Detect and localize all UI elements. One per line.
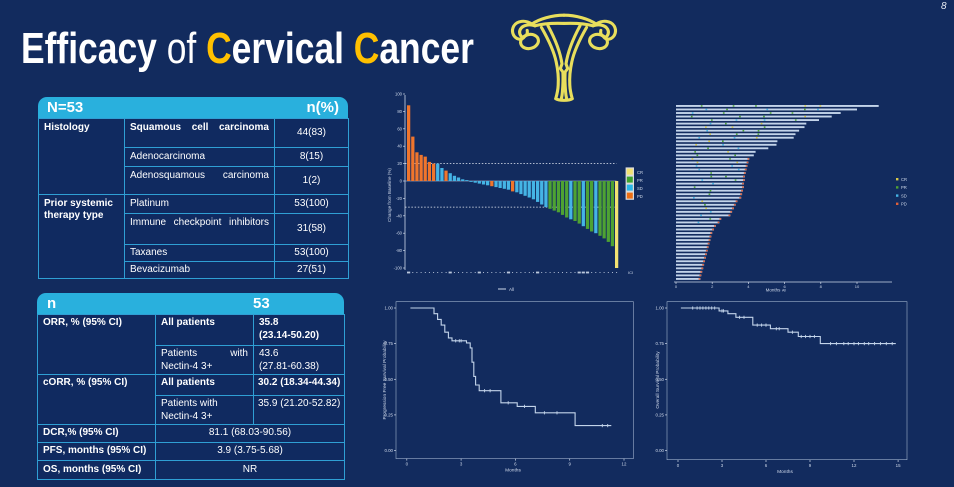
svg-text:PR: PR — [901, 185, 907, 190]
svg-text:PR: PR — [637, 178, 643, 183]
svg-text:SD: SD — [637, 186, 643, 191]
svg-text:-40: -40 — [396, 213, 403, 218]
svg-text:-100: -100 — [394, 266, 403, 271]
svg-text:3: 3 — [721, 463, 724, 468]
svg-text:6: 6 — [514, 462, 517, 467]
svg-text:9: 9 — [809, 463, 812, 468]
svg-text:3: 3 — [460, 462, 463, 467]
svg-text:CR: CR — [637, 170, 643, 175]
svg-text:2: 2 — [711, 284, 714, 289]
svg-text:20: 20 — [397, 161, 402, 166]
svg-text:0.00: 0.00 — [655, 448, 664, 453]
svg-text:0.50: 0.50 — [655, 377, 664, 382]
svg-text:Progression Free Survival Prob: Progression Free Survival Probability — [382, 340, 388, 420]
svg-text:6: 6 — [783, 284, 786, 289]
svg-text:15: 15 — [896, 463, 901, 468]
svg-text:0: 0 — [406, 462, 409, 467]
svg-text:PD: PD — [901, 202, 907, 207]
svg-text:0: 0 — [675, 284, 678, 289]
svg-text:80: 80 — [397, 109, 402, 114]
svg-text:-60: -60 — [396, 231, 403, 236]
svg-text:8: 8 — [820, 284, 823, 289]
svg-text:Months: Months — [777, 469, 793, 475]
svg-text:0: 0 — [400, 179, 403, 184]
svg-text:9: 9 — [568, 462, 571, 467]
svg-text:0.00: 0.00 — [384, 448, 393, 453]
svg-text:Months: Months — [766, 288, 782, 293]
svg-text:0: 0 — [677, 463, 680, 468]
svg-text:60: 60 — [397, 126, 402, 131]
svg-text:12: 12 — [852, 463, 857, 468]
svg-text:4: 4 — [747, 284, 750, 289]
svg-text:ICI: ICI — [628, 270, 633, 275]
svg-text:1.00: 1.00 — [384, 306, 393, 311]
svg-text:-20: -20 — [396, 196, 403, 201]
svg-text:-80: -80 — [396, 248, 403, 253]
svg-text:SD: SD — [901, 193, 907, 198]
svg-text:10: 10 — [855, 284, 860, 289]
svg-text:40: 40 — [397, 144, 402, 149]
svg-text:12: 12 — [622, 462, 627, 467]
svg-text:0.75: 0.75 — [384, 341, 393, 346]
svg-text:All: All — [509, 287, 514, 292]
svg-text:0.50: 0.50 — [384, 377, 393, 382]
svg-text:PD: PD — [637, 194, 643, 199]
svg-text:All: All — [782, 289, 786, 293]
svg-text:1.00: 1.00 — [655, 306, 664, 311]
svg-text:Months: Months — [505, 468, 521, 474]
svg-text:Change from Baseline (%): Change from Baseline (%) — [387, 168, 392, 222]
svg-text:0.25: 0.25 — [655, 413, 664, 418]
svg-text:Overall Survival Probability: Overall Survival Probability — [655, 351, 661, 409]
svg-text:CR: CR — [901, 177, 907, 182]
svg-text:0.25: 0.25 — [384, 413, 393, 418]
svg-text:0.75: 0.75 — [655, 341, 664, 346]
svg-text:100: 100 — [395, 92, 403, 97]
svg-text:6: 6 — [765, 463, 768, 468]
